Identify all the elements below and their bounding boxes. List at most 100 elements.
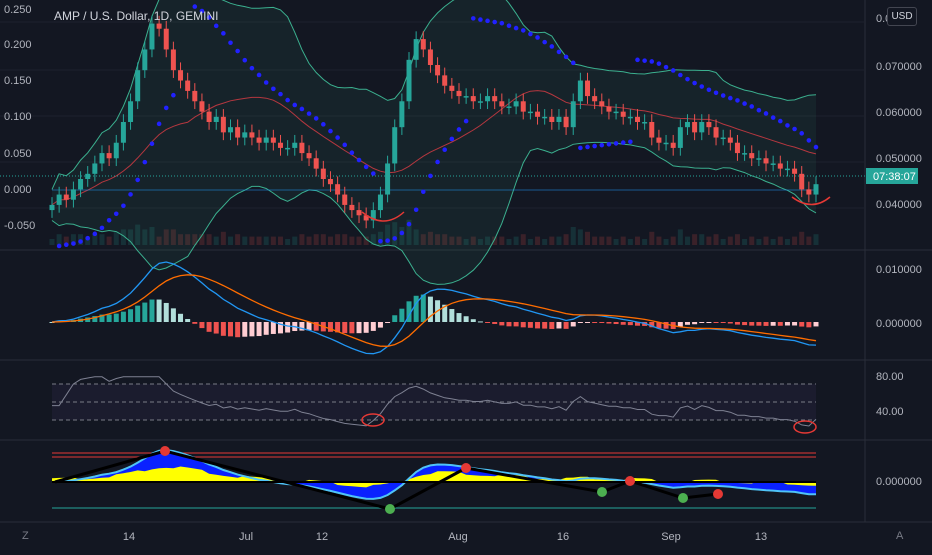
candle[interactable] bbox=[113, 142, 119, 159]
candle[interactable] bbox=[542, 116, 548, 119]
candle[interactable] bbox=[813, 184, 819, 195]
candle[interactable] bbox=[199, 101, 205, 112]
main-price-pane[interactable] bbox=[0, 0, 865, 285]
candle[interactable] bbox=[456, 90, 462, 97]
rsi-pane[interactable] bbox=[52, 376, 817, 434]
candle[interactable] bbox=[92, 163, 98, 174]
candle[interactable] bbox=[406, 59, 412, 102]
candle[interactable] bbox=[263, 137, 269, 143]
candle[interactable] bbox=[70, 189, 76, 200]
candle[interactable] bbox=[799, 173, 805, 190]
candle[interactable] bbox=[377, 194, 383, 211]
candle[interactable] bbox=[63, 194, 69, 200]
candle[interactable] bbox=[763, 158, 769, 164]
candle[interactable] bbox=[585, 80, 591, 97]
candle[interactable] bbox=[777, 163, 783, 169]
candle[interactable] bbox=[742, 153, 748, 155]
candle[interactable] bbox=[527, 111, 533, 114]
candle[interactable] bbox=[327, 179, 333, 185]
candle[interactable] bbox=[720, 137, 726, 140]
candle[interactable] bbox=[142, 49, 148, 71]
candle[interactable] bbox=[277, 142, 283, 148]
macd-pane[interactable] bbox=[49, 261, 819, 355]
candle[interactable] bbox=[120, 122, 126, 143]
candle[interactable] bbox=[756, 158, 762, 160]
candle[interactable] bbox=[335, 184, 341, 195]
candle[interactable] bbox=[56, 194, 62, 205]
candle[interactable] bbox=[463, 96, 469, 98]
candle[interactable] bbox=[713, 127, 719, 138]
candle[interactable] bbox=[420, 39, 426, 50]
candle[interactable] bbox=[256, 137, 262, 143]
candle[interactable] bbox=[192, 90, 198, 102]
candle[interactable] bbox=[242, 132, 248, 138]
candle[interactable] bbox=[78, 179, 84, 190]
candle[interactable] bbox=[149, 23, 155, 50]
candle[interactable] bbox=[506, 106, 512, 108]
candle[interactable] bbox=[627, 116, 633, 119]
candle[interactable] bbox=[356, 210, 362, 216]
candle[interactable] bbox=[784, 168, 790, 171]
candle[interactable] bbox=[392, 127, 398, 164]
zoom-z-button[interactable]: Z bbox=[22, 530, 29, 542]
candle[interactable] bbox=[470, 96, 476, 102]
candle[interactable] bbox=[577, 80, 583, 102]
candle[interactable] bbox=[499, 101, 505, 107]
candle[interactable] bbox=[734, 142, 740, 154]
candle[interactable] bbox=[806, 189, 812, 195]
candle[interactable] bbox=[220, 116, 226, 133]
candle[interactable] bbox=[620, 111, 626, 117]
candle[interactable] bbox=[563, 116, 569, 128]
candle[interactable] bbox=[370, 210, 376, 221]
candle[interactable] bbox=[156, 23, 162, 29]
left-price-axis[interactable]: 0.250 0.200 0.150 0.100 0.050 0.000 -0.0… bbox=[4, 4, 35, 232]
auto-scale-button[interactable]: A bbox=[896, 530, 904, 542]
candle[interactable] bbox=[228, 127, 234, 133]
candle[interactable] bbox=[313, 158, 319, 169]
candle[interactable] bbox=[556, 116, 562, 122]
candle[interactable] bbox=[613, 111, 619, 114]
candle[interactable] bbox=[270, 137, 276, 143]
candle[interactable] bbox=[692, 122, 698, 133]
candle[interactable] bbox=[235, 127, 241, 138]
time-axis[interactable]: 14 Jul 12 Aug 16 Sep 13 bbox=[123, 531, 767, 543]
candle[interactable] bbox=[206, 111, 212, 122]
candle[interactable] bbox=[677, 127, 683, 148]
candle[interactable] bbox=[320, 168, 326, 179]
candle[interactable] bbox=[106, 153, 112, 159]
candle[interactable] bbox=[770, 163, 776, 165]
candle[interactable] bbox=[649, 122, 655, 138]
candle[interactable] bbox=[656, 137, 662, 143]
candle[interactable] bbox=[85, 173, 91, 179]
candle[interactable] bbox=[385, 163, 391, 195]
candle[interactable] bbox=[449, 85, 455, 91]
candle[interactable] bbox=[699, 122, 705, 133]
candle[interactable] bbox=[606, 106, 612, 112]
candle[interactable] bbox=[485, 96, 491, 102]
candle[interactable] bbox=[727, 137, 733, 143]
candle[interactable] bbox=[749, 153, 755, 159]
candle[interactable] bbox=[520, 101, 526, 112]
candle[interactable] bbox=[349, 204, 355, 211]
oscillator-pane[interactable] bbox=[51, 446, 817, 514]
candle[interactable] bbox=[99, 153, 105, 164]
candle[interactable] bbox=[342, 194, 348, 205]
candle[interactable] bbox=[634, 116, 640, 122]
candle[interactable] bbox=[427, 49, 433, 65]
candle[interactable] bbox=[135, 70, 141, 102]
candle[interactable] bbox=[413, 39, 419, 60]
candle[interactable] bbox=[535, 111, 541, 117]
candle[interactable] bbox=[663, 142, 669, 145]
candle[interactable] bbox=[299, 142, 305, 154]
candle[interactable] bbox=[399, 101, 405, 128]
right-price-axis[interactable]: 0.0 0.070000 0.060000 0.050000 0.040000 … bbox=[876, 13, 922, 488]
candle[interactable] bbox=[492, 96, 498, 102]
candle[interactable] bbox=[435, 65, 441, 76]
candle[interactable] bbox=[442, 75, 448, 86]
currency-selector[interactable]: USD bbox=[887, 7, 917, 26]
candle[interactable] bbox=[306, 153, 312, 159]
candle[interactable] bbox=[249, 132, 255, 138]
candle[interactable] bbox=[49, 204, 55, 211]
